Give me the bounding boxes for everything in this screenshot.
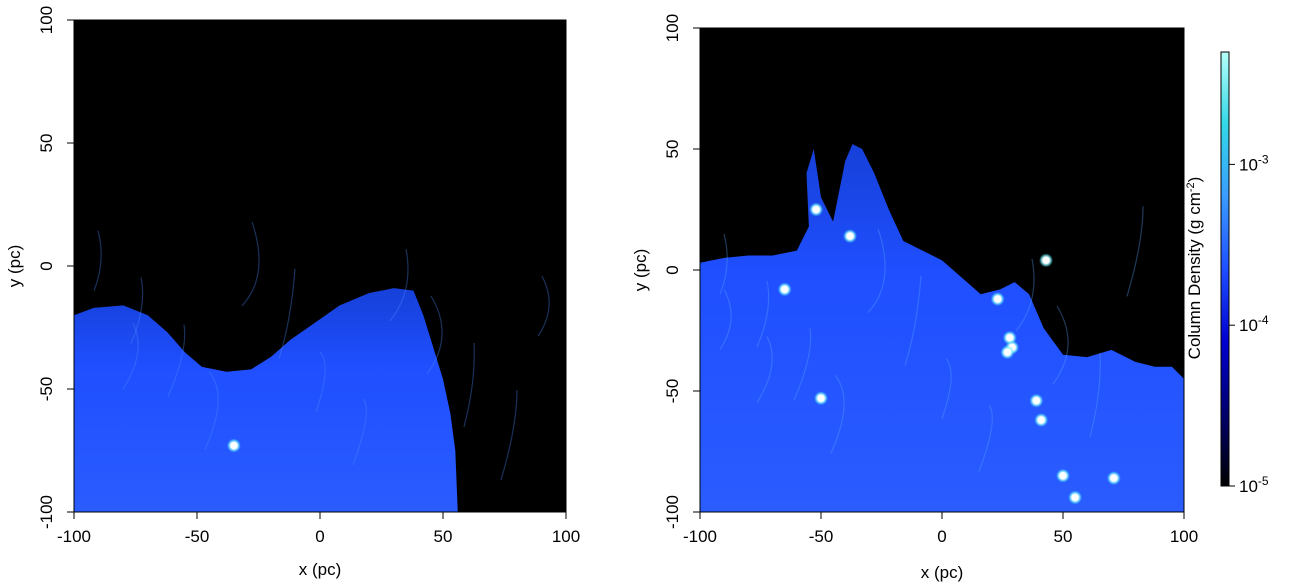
x-tick-label: 50 — [1054, 527, 1073, 546]
star-marker — [1071, 494, 1079, 501]
x-tick-label: 100 — [552, 527, 580, 546]
star-marker — [994, 295, 1002, 303]
star-marker — [781, 285, 789, 293]
gas-filament — [278, 268, 296, 359]
left-stars — [226, 438, 241, 453]
y-tick-label: 0 — [37, 261, 56, 270]
y-tick-label: -100 — [37, 495, 56, 529]
right-y-ticks: -100 -50 0 50 100 — [663, 14, 700, 529]
y-tick-label: 100 — [37, 6, 56, 34]
right-x-axis-label: x (pc) — [921, 563, 964, 582]
right-panel: -100 -50 0 50 100 -100 -50 0 50 100 x (pc) y (pc… — [631, 14, 1198, 582]
gas-filament — [1126, 206, 1144, 297]
star-marker — [846, 232, 854, 240]
y-tick-label: -100 — [663, 495, 682, 529]
gas-filament — [1052, 305, 1069, 385]
star-marker — [1037, 416, 1045, 424]
gas-filament — [204, 371, 219, 450]
star-marker — [1003, 348, 1011, 356]
y-tick-label: 50 — [663, 140, 682, 159]
left-y-axis-label: y (pc) — [5, 245, 24, 288]
x-tick-label: 100 — [1170, 527, 1198, 546]
gas-filament — [315, 351, 326, 412]
star-marker — [230, 442, 238, 449]
gas-filament — [719, 289, 732, 350]
x-tick-label: -50 — [185, 527, 210, 546]
y-tick-label: 100 — [663, 14, 682, 42]
gas-filament — [756, 336, 773, 403]
colorbar: 10-5 10-4 10-3 Column Density (g cm-2) — [1185, 51, 1269, 496]
gas-filament — [793, 328, 812, 401]
x-tick-label: -100 — [57, 527, 91, 546]
gas-filament — [1015, 258, 1035, 332]
gas-filament — [241, 221, 260, 307]
colorbar-tick-label: 10-3 — [1239, 152, 1269, 174]
star-marker — [1042, 256, 1050, 264]
colorbar-label-text: Column Density (g cm — [1185, 192, 1204, 359]
y-tick-label: 50 — [37, 134, 56, 153]
gas-filament — [867, 228, 886, 314]
gas-filament — [978, 405, 993, 472]
left-gas-filaments — [93, 221, 550, 481]
gas-filament — [904, 275, 922, 366]
star-marker — [1032, 397, 1040, 405]
left-x-ticks: -100 -50 0 50 100 — [57, 512, 580, 546]
gas-filament — [93, 230, 102, 291]
x-tick-label: -100 — [683, 527, 717, 546]
right-gas-filaments — [719, 206, 1144, 472]
y-tick-label: -50 — [37, 377, 56, 402]
y-tick-label: 0 — [663, 265, 682, 274]
colorbar-tick-label: 10-5 — [1239, 474, 1269, 496]
colorbar-label-end: ) — [1185, 177, 1204, 183]
colorbar-gradient — [1220, 51, 1230, 487]
gas-filament — [352, 398, 367, 466]
right-stars — [777, 202, 1121, 505]
gas-filament — [167, 324, 186, 397]
star-marker — [812, 206, 820, 213]
left-y-ticks: -100 -50 0 50 100 — [37, 6, 74, 529]
left-x-axis-label: x (pc) — [299, 560, 342, 579]
star-marker — [1059, 472, 1067, 480]
gas-filament — [537, 275, 550, 337]
star-marker — [1110, 474, 1118, 482]
star-marker — [1006, 334, 1014, 342]
gas-filament — [426, 295, 443, 375]
colorbar-ticks: 10-5 10-4 10-3 — [1229, 152, 1269, 496]
gas-filament — [463, 342, 475, 428]
x-tick-label: 50 — [434, 527, 453, 546]
gas-filament — [756, 281, 770, 348]
gas-filament — [130, 277, 144, 344]
x-tick-label: 0 — [315, 527, 324, 546]
colorbar-label: Column Density (g cm-2) — [1185, 177, 1204, 360]
right-y-axis-label: y (pc) — [631, 249, 650, 292]
star-marker — [817, 394, 825, 402]
gas-filament — [830, 374, 845, 454]
colorbar-tick-label: 10-4 — [1239, 313, 1269, 335]
gas-filament — [719, 234, 728, 295]
gas-filament — [122, 322, 139, 390]
right-gas-cloud — [700, 144, 1184, 512]
y-tick-label: -50 — [663, 379, 682, 404]
gas-filament — [1089, 352, 1101, 438]
gas-filament — [941, 358, 952, 419]
left-panel: -100 -50 0 50 100 -100 -50 0 50 100 x (pc) y (pc… — [5, 6, 580, 579]
left-gas-cloud — [74, 288, 458, 512]
x-tick-label: 0 — [937, 527, 946, 546]
gas-filament — [500, 389, 518, 481]
colorbar-label-sup: -2 — [1185, 182, 1197, 192]
x-tick-label: -50 — [809, 527, 834, 546]
right-x-ticks: -100 -50 0 50 100 — [683, 512, 1198, 546]
gas-filament — [389, 248, 409, 322]
